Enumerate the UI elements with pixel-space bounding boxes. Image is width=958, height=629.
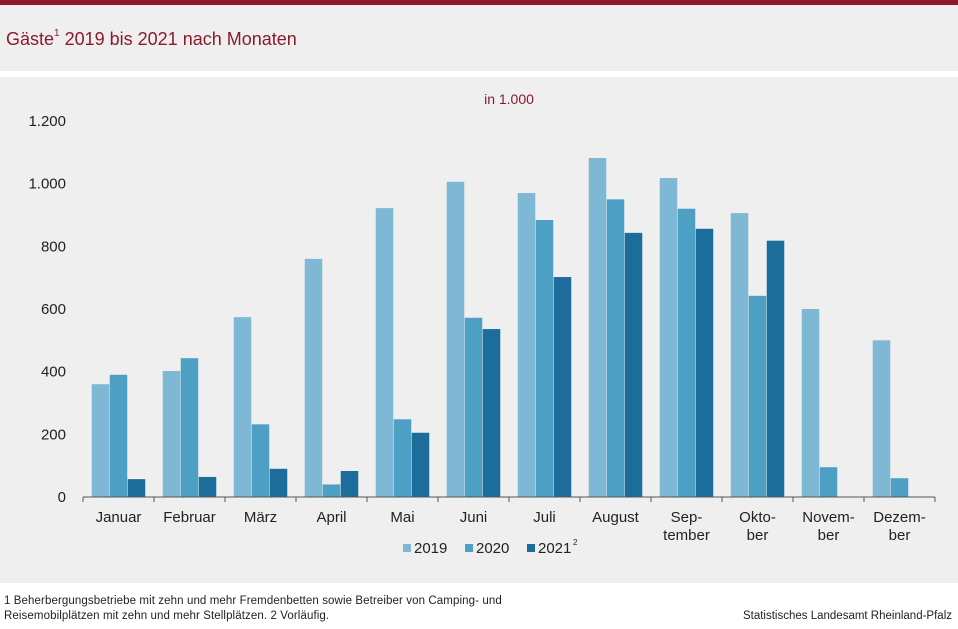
x-tick-label: Januar (96, 509, 142, 526)
y-tick-label: 200 (41, 426, 66, 443)
bar-2019 (162, 371, 181, 497)
y-tick-label: 600 (41, 301, 66, 318)
bar-2019 (517, 193, 536, 498)
bar-2020 (748, 295, 767, 497)
legend-label-2021: 2021 (538, 540, 571, 557)
x-tick-label: August (592, 509, 640, 526)
y-tick-label: 0 (58, 489, 66, 506)
legend-label-2020: 2020 (476, 540, 509, 557)
chart-area: in 1.000 0 200 400 600 800 1.000 1.200 Januar Feb… (0, 77, 958, 583)
bar-2019 (588, 157, 607, 497)
bar-2021 (269, 468, 288, 497)
legend-swatch-2021 (527, 544, 535, 552)
title-band: Gäste1 2019 bis 2021 nach Monaten (0, 5, 958, 71)
x-tick-label: Sep- (671, 509, 703, 526)
x-tick-label: Juli (533, 509, 556, 526)
bar-2021 (553, 277, 572, 497)
footnote: 1 Beherbergungsbetriebe mit zehn und meh… (4, 595, 502, 622)
bar-2021 (695, 228, 714, 497)
bar-2020 (535, 220, 554, 497)
bar-2021 (127, 479, 146, 497)
x-tick-label: tember (663, 527, 710, 544)
chart-title: Gäste1 2019 bis 2021 nach Monaten (6, 28, 297, 49)
bar-2020 (890, 478, 909, 497)
legend-footnote-ref: 2 (573, 538, 578, 547)
x-tick-label: Okto- (739, 509, 776, 526)
source-credit: Statistisches Landesamt Rheinland-Pfalz (742, 610, 952, 622)
x-tick-label: Novem- (802, 509, 855, 526)
x-tick-label: Juni (460, 509, 488, 526)
bar-2019 (801, 309, 820, 497)
bar-2020 (109, 374, 128, 497)
x-tick-label: Dezem- (873, 509, 926, 526)
legend-swatch-2020 (465, 544, 473, 552)
unit-label: in 1.000 (484, 91, 534, 107)
top-rule (0, 0, 958, 5)
bar-2021 (766, 240, 785, 497)
bar-2019 (91, 384, 110, 497)
legend-label-2019: 2019 (414, 540, 447, 557)
bar-2021 (624, 232, 643, 498)
bar-2021 (411, 432, 430, 497)
bar-2020 (393, 419, 412, 497)
bar-2019 (304, 258, 323, 497)
bar-2019 (233, 317, 252, 497)
bar-2020 (322, 484, 341, 497)
bar-2021 (198, 476, 217, 497)
x-tick-label: März (244, 509, 277, 526)
bar-2021 (340, 470, 359, 497)
x-tick-label: ber (818, 527, 840, 544)
bar-2019 (659, 178, 678, 497)
y-tick-label: 400 (41, 364, 66, 381)
bar-2021 (482, 329, 501, 497)
title-footnote-ref: 1 (54, 28, 60, 39)
bar-chart: in 1.000 0 200 400 600 800 1.000 1.200 Januar Feb… (28, 91, 936, 557)
y-tick-label: 1.000 (28, 176, 66, 193)
x-tick-label: ber (889, 527, 911, 544)
bar-2020 (819, 467, 838, 497)
bar-2019 (446, 181, 465, 497)
bar-2019 (375, 208, 394, 497)
bar-2020 (464, 317, 483, 497)
bar-2020 (180, 358, 199, 497)
bar-2020 (677, 208, 696, 497)
x-tick-label: Februar (163, 509, 216, 526)
bar-2019 (872, 340, 891, 497)
bar-2020 (251, 424, 270, 497)
x-tick-label: ber (747, 527, 769, 544)
y-tick-label: 800 (41, 238, 66, 255)
legend-swatch-2019 (403, 544, 411, 552)
bar-2019 (730, 213, 749, 497)
y-tick-label: 1.200 (28, 113, 66, 130)
x-tick-label: April (316, 509, 346, 526)
bar-2020 (606, 199, 625, 497)
x-tick-label: Mai (390, 509, 414, 526)
